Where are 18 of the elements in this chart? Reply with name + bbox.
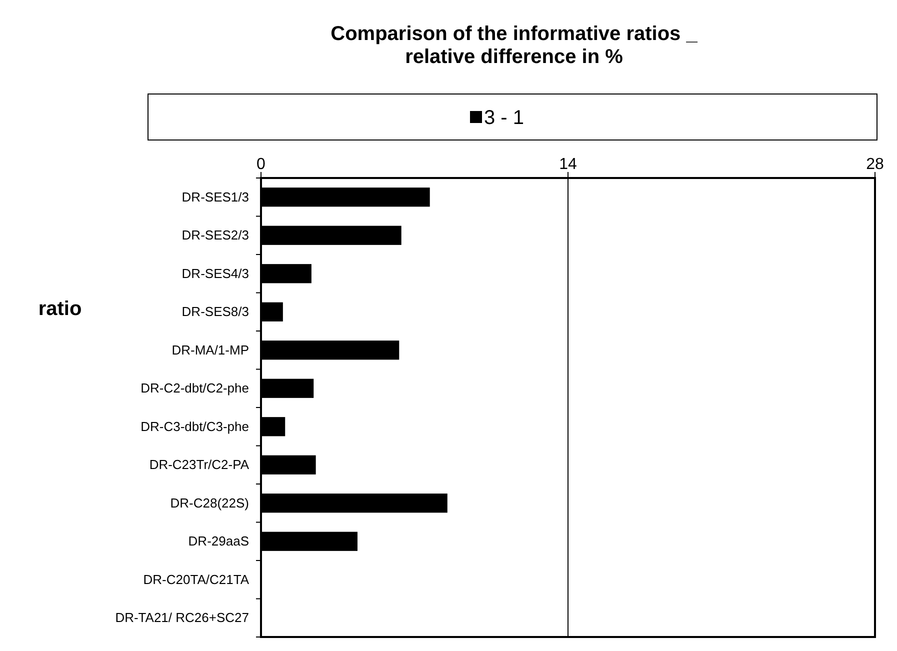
x-tick-label: 28 [866, 156, 884, 173]
y-tick-label: DR-SES1/3 [182, 189, 249, 204]
y-tick-label: DR-C2-dbt/C2-phe [140, 380, 249, 396]
chart-title: Comparison of the informative ratios _ relative difference in % [330, 23, 698, 68]
y-tick-label: DR-TA21/ RC26+SC27 [115, 610, 249, 626]
y-tick-label: DR-SES4/3 [182, 266, 249, 281]
y-tick-label: DR-SES2/3 [182, 228, 249, 243]
y-tick-label: DR-C20TA/C21TA [143, 572, 250, 587]
y-tick-label: DR-C3-dbt/C3-phe [140, 418, 249, 434]
y-tick-label: DR-C23Tr/C2-PA [149, 457, 250, 472]
y-tick-label: DR-SES8/3 [182, 304, 249, 320]
legend-label: 3 - 1 [484, 107, 524, 129]
y-axis-title: ratio [38, 298, 82, 320]
y-tick-label: DR-29aaS [188, 534, 250, 549]
x-tick-label: 14 [559, 156, 577, 173]
y-tick-label: DR-MA/1-MP [172, 342, 249, 358]
x-tick-label: 0 [256, 156, 266, 173]
y-tick-label: DR-C28(22S) [170, 495, 249, 510]
